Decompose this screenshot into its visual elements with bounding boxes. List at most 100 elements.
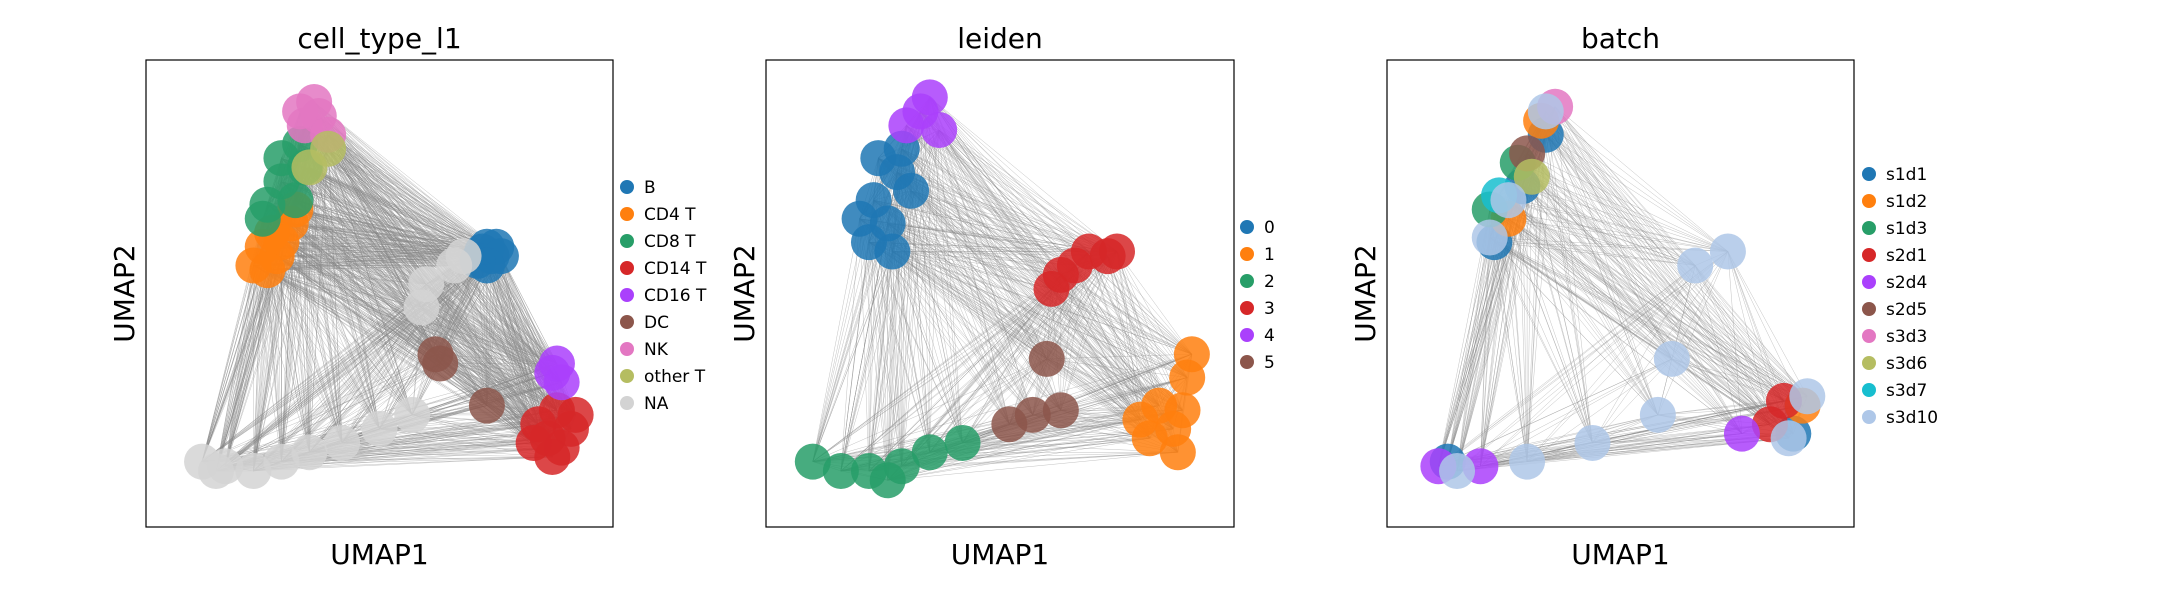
panel-3-edge (1592, 358, 1673, 444)
panel-3-edge (1540, 120, 1729, 252)
panel-2-edge (868, 190, 912, 471)
panel-3-edge (1438, 237, 1490, 467)
panel-1-legend-label-nk: NK (644, 340, 669, 360)
panel-3-point-s3d10 (1527, 93, 1564, 130)
panel-1-edge (309, 167, 464, 257)
panel-2-point-3 (1099, 233, 1135, 270)
panel-2-edge (920, 111, 1033, 416)
panel-2-edge (920, 111, 963, 443)
panel-2-edge (1107, 256, 1160, 406)
panel-1-edge (309, 167, 380, 429)
panel-2-edge (1074, 265, 1183, 411)
panel-2-edge (906, 125, 1141, 420)
panel-3-edge (1545, 111, 1696, 266)
panel-2-edge (1046, 358, 1141, 420)
panel-3-edge (1727, 251, 1785, 401)
panel-1-cell-type-l1: cell_type_l1 UMAP1 UMAP2 B CD4 T CD8 T CD14 T C… (108, 22, 707, 571)
panel-3-edge (1545, 134, 1729, 252)
panel-3-edge (1489, 209, 1728, 252)
panel-3-point-s3d10 (1439, 452, 1476, 489)
panel-1-edge (253, 148, 329, 472)
panel-3-edge (1489, 237, 1673, 360)
panel-1-edge (309, 167, 343, 443)
panel-2-point-4 (911, 79, 948, 116)
panel-1-point-dc (468, 387, 505, 424)
panel-2-edge (906, 125, 1033, 416)
panel-3-edge (1554, 106, 1696, 266)
panel-2-point-1 (1122, 401, 1159, 438)
panel-3-edge (1695, 265, 1803, 406)
panel-1-edge (327, 148, 380, 429)
panel-1-frame (145, 59, 614, 528)
panel-2-edge (910, 190, 1174, 430)
panel-1-edge (309, 167, 455, 266)
panel-3-point-s3d10 (1653, 340, 1690, 377)
panel-1-point-na (394, 396, 431, 433)
panel-3-legend-label-s2d4: s2d4 (1886, 273, 1927, 293)
panel-3-edge (1508, 199, 1696, 266)
panel-2-edge (868, 452, 1178, 472)
panel-3-edge (1531, 176, 1794, 434)
panel-3-edge (1531, 176, 1696, 266)
panel-3-edge (1531, 176, 1593, 443)
panel-2-point-5 (1042, 392, 1079, 429)
panel-1-edge (486, 265, 558, 364)
panel-1-edge (309, 167, 413, 416)
panel-3-edge (1531, 176, 1728, 252)
panel-2-edge (878, 157, 963, 444)
panel-2-edge (1060, 265, 1076, 411)
panel-3-edge (1526, 251, 1729, 462)
panel-3-edge (1508, 199, 1785, 402)
panel-3-legend-marker-s3d10 (1862, 410, 1876, 424)
panel-3-point-s3d10 (1677, 247, 1714, 284)
panel-2-point-1 (1173, 336, 1210, 373)
panel-1-edge (276, 255, 427, 285)
panel-2-edge (906, 125, 1062, 275)
panel-1-edge (327, 134, 427, 285)
panel-3-edge (1545, 111, 1673, 359)
panel-2-edge (887, 130, 940, 481)
panel-2-edge (901, 148, 1061, 276)
panel-3-legend-label-s3d7: s3d7 (1886, 381, 1927, 401)
panel-1-point-cd16-t (538, 345, 575, 382)
panel-2-legend-label-0: 0 (1264, 218, 1275, 238)
panel-2-edge (938, 129, 1010, 425)
panel-1-point-na (291, 434, 328, 471)
panel-2-edge (906, 125, 1010, 425)
panel-3-edge (1526, 153, 1729, 252)
panel-1-edge (225, 307, 422, 467)
panel-3-edge (1522, 185, 1743, 434)
panel-3-edge (1545, 111, 1803, 406)
panel-1-edge (426, 283, 558, 364)
panel-3-edge (1489, 209, 1789, 439)
panel-3-edge (1540, 120, 1771, 425)
panel-1-edge (327, 134, 413, 415)
panel-3-series-s3d10 (1439, 93, 1826, 489)
panel-2-legend-marker-5 (1240, 355, 1254, 369)
panel-3-edge (1508, 200, 1593, 444)
panel-3-edge (1545, 111, 1593, 443)
panel-3-edge (1554, 106, 1789, 439)
panel-3-edge (1508, 199, 1728, 252)
panel-2-edge (887, 452, 1178, 481)
panel-2-edge (910, 190, 1141, 420)
panel-3-edge (1531, 176, 1659, 416)
panel-3-edge (1456, 237, 1490, 471)
panel-1-edge (267, 269, 413, 416)
panel-3-edge (1508, 218, 1803, 406)
panel-3-edge (1508, 199, 1789, 439)
panel-2-edge (929, 97, 1090, 252)
panel-3-edge (1508, 218, 1794, 434)
panel-3-point-s3d10 (1770, 420, 1807, 457)
panel-2-edge (1107, 255, 1193, 355)
panel-2-series-1 (1122, 336, 1210, 471)
panel-2-edge (1051, 288, 1188, 378)
panel-3-edge (1494, 241, 1803, 406)
panel-2-edge (920, 111, 1010, 425)
panel-3-edge (1494, 242, 1593, 444)
panel-3-edge (1531, 176, 1803, 406)
panel-2-edge (1107, 256, 1188, 378)
panel-2-edge (938, 129, 1048, 359)
panel-3-edge (1592, 433, 1742, 444)
panel-1-edge (327, 148, 427, 285)
